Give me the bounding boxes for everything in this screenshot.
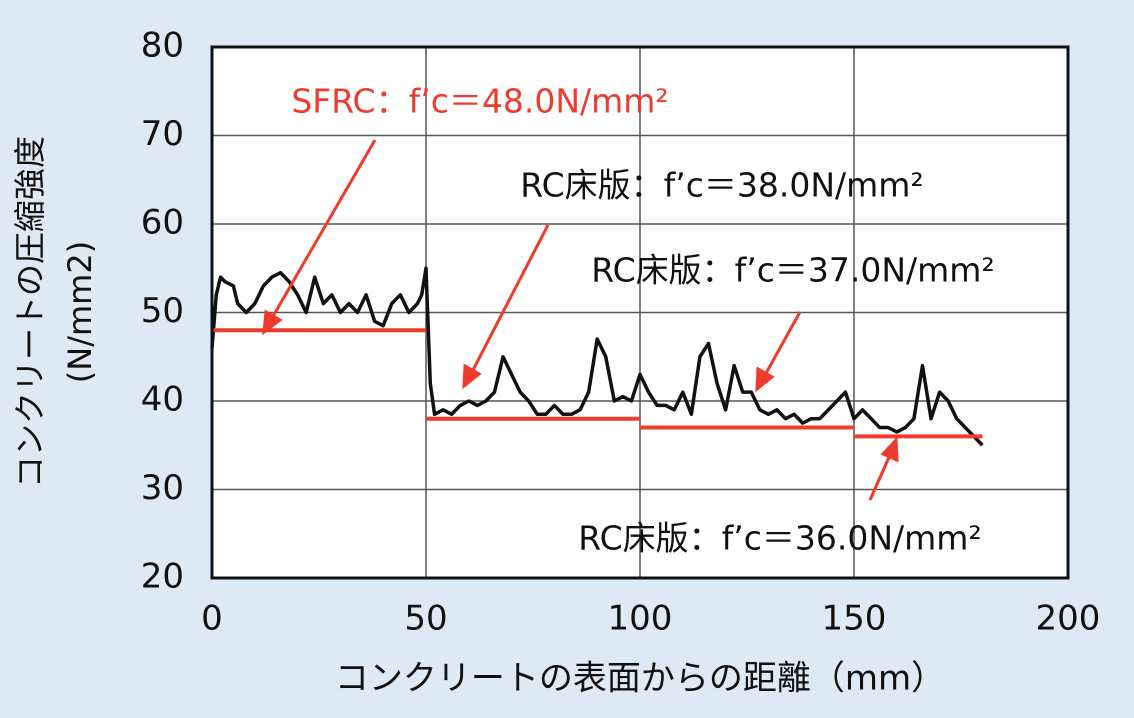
arrow-head	[462, 363, 482, 390]
plot-frame	[210, 45, 1070, 580]
annotation: SFRC：f’c＝48.0N/mm²	[291, 82, 668, 121]
x-tick-label: 0	[201, 599, 223, 639]
y-axis-label: コンクリートの圧縮強度	[11, 136, 49, 488]
arrow	[470, 224, 550, 373]
y-tick-label: 50	[141, 291, 184, 331]
y-tick-label: 60	[141, 203, 184, 243]
x-tick-label: 150	[822, 599, 887, 639]
y-tick-label: 80	[141, 26, 184, 66]
arrow-head	[755, 366, 775, 393]
arrows	[262, 139, 899, 501]
y-axis-unit: (N/mm2)	[61, 241, 99, 383]
y-tick-label: 70	[141, 114, 184, 154]
x-tick-label: 100	[608, 599, 673, 639]
data-line	[210, 266, 984, 447]
arrow-head	[262, 309, 283, 336]
arrow	[868, 454, 892, 501]
x-axis-label: コンクリートの表面からの距離（mm）	[335, 659, 945, 699]
arrow-head	[880, 436, 899, 463]
annotation: RC床版：f’c＝37.0N/mm²	[591, 251, 994, 290]
y-tick-label: 40	[141, 380, 184, 420]
annotation: RC床版：f’c＝36.0N/mm²	[578, 519, 981, 558]
annotation: RC床版：f’c＝38.0N/mm²	[520, 166, 923, 205]
arrow	[270, 139, 377, 319]
x-tick-label: 50	[404, 599, 447, 639]
x-tick-label: 200	[1036, 599, 1101, 639]
marks	[210, 266, 984, 447]
y-tick-label: 20	[141, 557, 184, 597]
y-tick-label: 30	[141, 468, 184, 508]
arrow	[763, 311, 802, 376]
